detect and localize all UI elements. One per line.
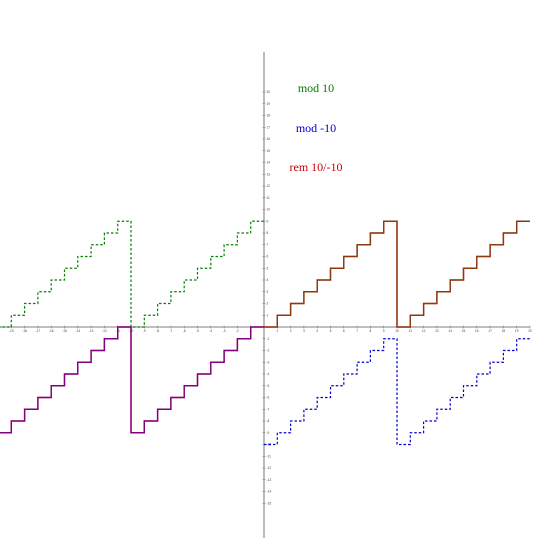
series-line-1 [264,338,530,446]
rem-overlap-negative [0,326,264,434]
y-tick-label: 10 [267,208,271,212]
y-tick-label: 15 [267,149,271,153]
x-tick-label: 4 [316,329,318,333]
y-tick-label: 19 [267,102,271,106]
legend: mod 10 mod -10 rem 10/-10 [290,81,343,174]
y-tick-label: -11 [267,454,272,458]
y-tick-label: 6 [267,255,269,259]
y-tick-label: -5 [267,384,270,388]
legend-mod-10: mod 10 [298,81,334,95]
y-tick-label: 13 [267,172,271,176]
x-tick-label: 9 [383,329,385,333]
series-line-0 [0,220,264,328]
x-tick-label: 11 [409,329,413,333]
x-tick-label: 3 [303,329,305,333]
x-tick-label: 10 [395,329,399,333]
x-tick-label: 12 [422,329,426,333]
x-tick-label: -16 [49,329,54,333]
y-tick-label: -12 [267,466,272,470]
y-tick-label: 7 [267,243,269,247]
x-tick-label: 14 [448,329,452,333]
y-tick-label: -14 [267,490,272,494]
x-tick-label: -3 [223,329,226,333]
x-tick-label: 20 [528,329,532,333]
x-tick-label: 6 [343,329,345,333]
y-tick-label: -7 [267,407,270,411]
y-tick-label: -15 [267,501,272,505]
x-tick-label: -18 [22,329,27,333]
y-tick-label: 14 [267,161,271,165]
y-tick-label: -1 [267,337,270,341]
axis-ticks: -19 -18 -17 -16 -15 -14 -13 -12 -11 -10 -9 -8 -7 -6 -5… [9,90,532,505]
series-layer [0,220,530,446]
y-tick-label: 2 [267,302,269,306]
y-tick-label: -8 [267,419,270,423]
y-tick-label: 8 [267,231,269,235]
y-tick-label: 11 [267,196,271,200]
y-tick-label: -4 [267,372,270,376]
x-tick-label: -12 [102,329,107,333]
x-tick-label: 5 [330,329,332,333]
x-tick-label: -4 [209,329,212,333]
y-tick-label: 16 [267,137,271,141]
y-tick-label: 3 [267,290,269,294]
y-tick-label: -3 [267,360,270,364]
x-tick-label: -13 [89,329,94,333]
x-tick-label: 7 [356,329,358,333]
y-tick-label: 18 [267,114,271,118]
x-tick-label: 2 [290,329,292,333]
x-tick-label: -7 [169,329,172,333]
x-tick-label: -9 [143,329,146,333]
axes [0,52,530,538]
y-tick-label: 20 [267,90,271,94]
legend-rem: rem 10/-10 [290,160,343,174]
y-tick-label: -2 [267,349,270,353]
x-tick-label: 8 [370,329,372,333]
x-tick-label: 17 [488,329,492,333]
x-tick-label: -14 [75,329,80,333]
rem-overlap-positive [264,220,530,328]
x-tick-label: 19 [515,329,519,333]
legend-mod-neg-10: mod -10 [296,121,336,135]
x-tick-label: 13 [435,329,439,333]
y-tick-label: 17 [267,125,271,129]
y-tick-label: 9 [267,219,269,223]
x-tick-label: 18 [502,329,506,333]
x-tick-label: -5 [196,329,199,333]
x-tick-label: 15 [462,329,466,333]
x-tick-label: 1 [276,329,278,333]
x-tick-label: -17 [36,329,41,333]
x-tick-label: 16 [475,329,479,333]
y-tick-label: 12 [267,184,271,188]
y-tick-label: -13 [267,478,272,482]
y-tick-label: 1 [267,313,269,317]
y-tick-label: 4 [267,278,269,282]
x-tick-label: -6 [183,329,186,333]
y-tick-label: -6 [267,396,270,400]
y-tick-label: 5 [267,266,269,270]
x-tick-label: -15 [62,329,67,333]
x-tick-label: -2 [236,329,239,333]
x-tick-label: -19 [9,329,14,333]
x-tick-label: -8 [156,329,159,333]
y-tick-label: -9 [267,431,270,435]
